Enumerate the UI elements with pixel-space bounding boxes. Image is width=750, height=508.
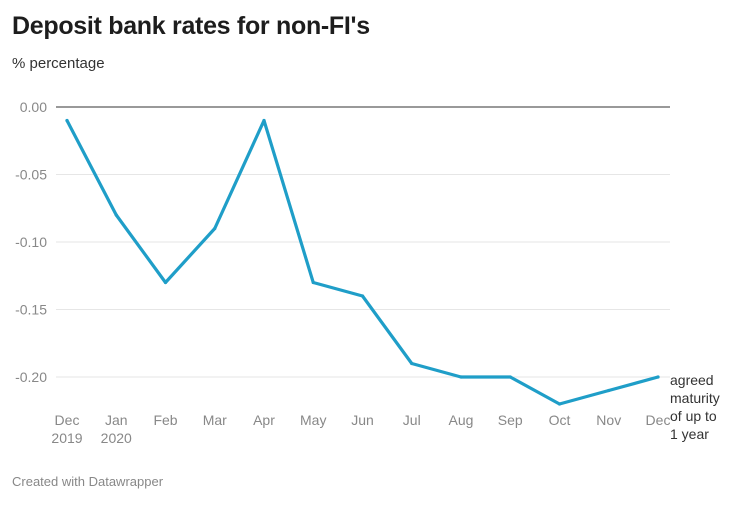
series-line bbox=[65, 118, 660, 406]
y-tick-label: -0.05 bbox=[15, 167, 47, 183]
x-tick-label: May bbox=[300, 412, 326, 428]
x-tick-label: Oct bbox=[549, 412, 571, 428]
y-tick-label: -0.20 bbox=[15, 369, 47, 385]
x-tick-label: Dec 2019 bbox=[51, 412, 82, 446]
chart-footer: Created with Datawrapper bbox=[12, 474, 164, 489]
chart-title: Deposit bank rates for non-FI's bbox=[12, 12, 370, 40]
data-point bbox=[114, 213, 118, 217]
data-point bbox=[311, 280, 315, 285]
data-point bbox=[65, 118, 69, 123]
x-tick-label: Jun bbox=[351, 412, 374, 428]
chart-subtitle: % percentage bbox=[12, 55, 105, 72]
data-point bbox=[262, 118, 266, 123]
y-tick-label: 0.00 bbox=[20, 99, 47, 115]
x-tick-label: Jan 2020 bbox=[101, 412, 132, 446]
y-tick-label: -0.15 bbox=[15, 302, 47, 318]
data-point bbox=[459, 375, 463, 379]
x-tick-label: Dec bbox=[646, 412, 671, 428]
y-tick-label: -0.10 bbox=[15, 234, 47, 250]
series-label: agreed maturity of up to 1 year bbox=[670, 372, 720, 442]
x-tick-label: Mar bbox=[203, 412, 227, 428]
data-point bbox=[410, 361, 414, 366]
data-point bbox=[508, 375, 512, 379]
data-point bbox=[557, 402, 562, 406]
data-point bbox=[213, 226, 217, 231]
x-tick-label: Jul bbox=[403, 412, 421, 428]
x-tick-label: Apr bbox=[253, 412, 275, 428]
data-point bbox=[360, 294, 365, 298]
x-tick-label: Aug bbox=[449, 412, 474, 428]
data-point bbox=[656, 375, 660, 379]
x-tick-label: Sep bbox=[498, 412, 523, 428]
x-tick-label: Nov bbox=[596, 412, 621, 428]
data-point bbox=[163, 280, 168, 285]
data-point bbox=[607, 388, 611, 393]
x-tick-label: Feb bbox=[153, 412, 177, 428]
